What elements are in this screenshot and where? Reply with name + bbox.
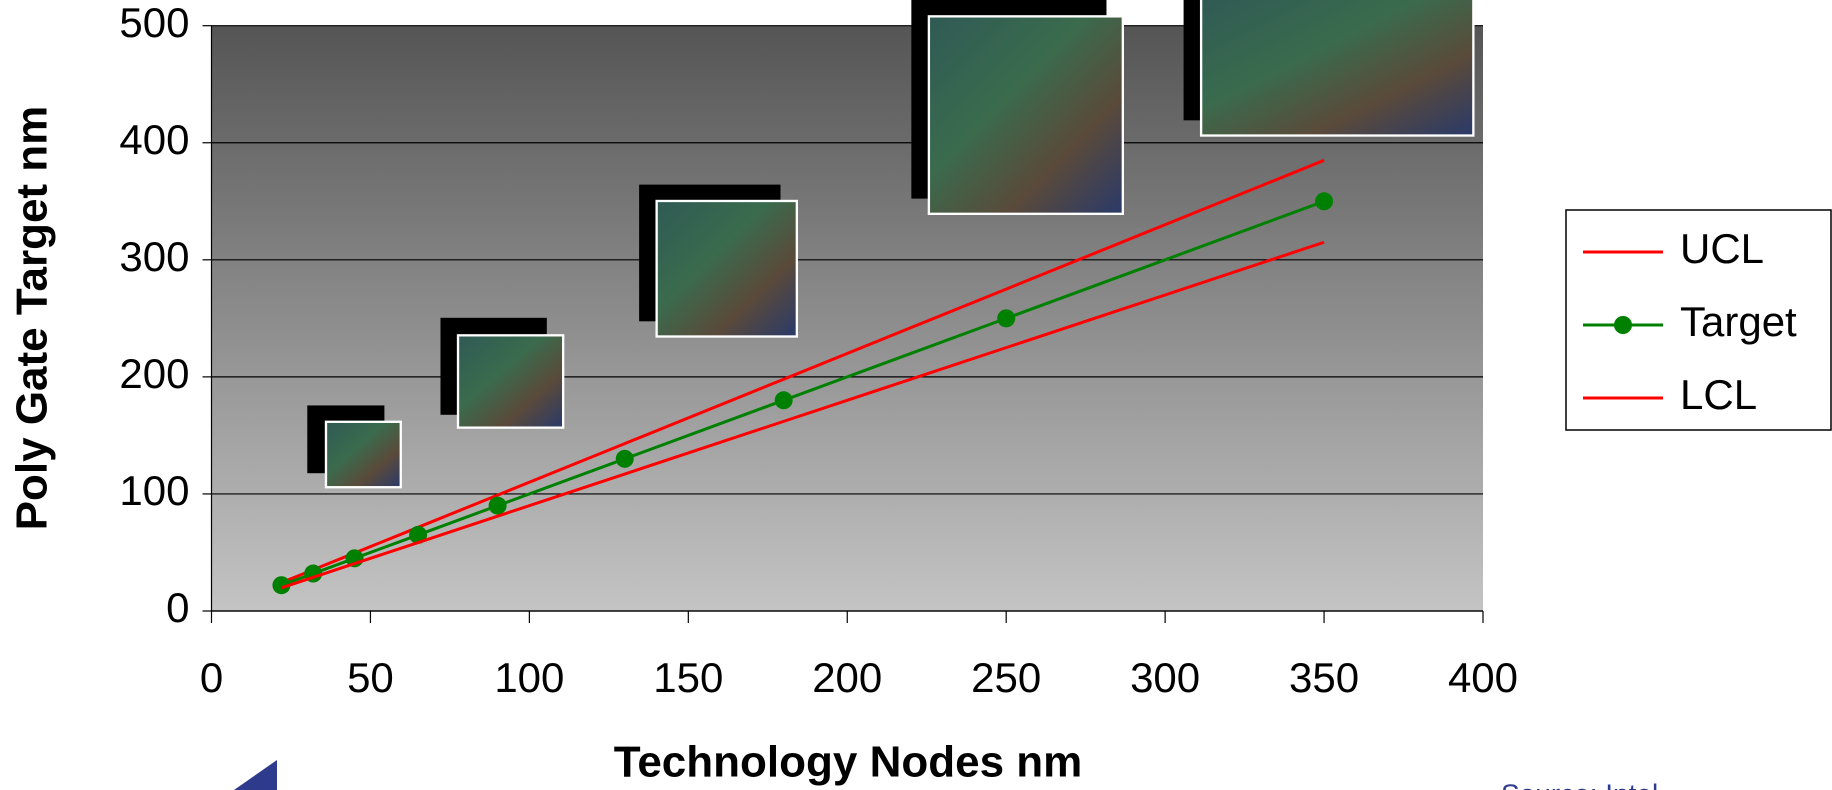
x-tick-label: 50 (347, 654, 394, 701)
x-tick-label: 100 (494, 654, 564, 701)
source-note: Source: Intel (1501, 778, 1658, 790)
x-axis-title: Technology Nodes nm (614, 738, 1083, 787)
x-tick-label: 200 (812, 654, 882, 701)
page: Technology Nodes nm Poly Gate Target nm … (0, 0, 1832, 790)
legend-marker (1614, 316, 1632, 334)
point (997, 309, 1015, 327)
x-tick-label: 150 (653, 654, 723, 701)
y-axis-title: Poly Gate Target nm (8, 106, 57, 531)
x-tick-label: 350 (1289, 654, 1359, 701)
point (616, 450, 634, 468)
y-tick-label: 400 (119, 116, 189, 163)
decoration (234, 760, 277, 790)
point (489, 497, 507, 515)
y-tick-label: 200 (119, 350, 189, 397)
legend-label: LCL (1680, 371, 1757, 418)
x-tick-label: 300 (1130, 654, 1200, 701)
chart: Technology Nodes nm Poly Gate Target nm … (0, 0, 1832, 790)
legend-label: Target (1680, 298, 1797, 345)
x-tick-label: 400 (1448, 654, 1518, 701)
y-tick-label: 300 (119, 233, 189, 280)
point (775, 391, 793, 409)
y-tick-label: 100 (119, 467, 189, 514)
y-tick-label: 500 (119, 0, 189, 46)
y-tick-label: 0 (166, 584, 189, 631)
point (1315, 192, 1333, 210)
legend-label: UCL (1680, 225, 1764, 272)
x-tick-label: 250 (971, 654, 1041, 701)
x-tick-label: 0 (200, 654, 223, 701)
